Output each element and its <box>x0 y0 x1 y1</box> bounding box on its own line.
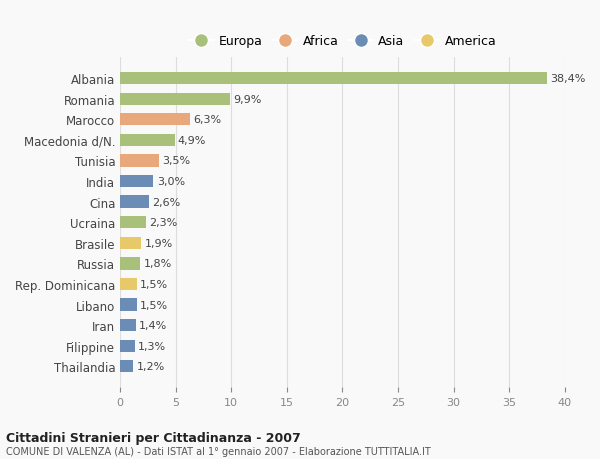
Text: 38,4%: 38,4% <box>550 74 586 84</box>
Bar <box>120 73 547 85</box>
Bar <box>120 217 146 229</box>
Text: Cittadini Stranieri per Cittadinanza - 2007: Cittadini Stranieri per Cittadinanza - 2… <box>6 431 301 444</box>
Bar <box>120 278 137 291</box>
Bar <box>120 299 137 311</box>
Bar <box>120 257 140 270</box>
Text: COMUNE DI VALENZA (AL) - Dati ISTAT al 1° gennaio 2007 - Elaborazione TUTTITALIA: COMUNE DI VALENZA (AL) - Dati ISTAT al 1… <box>6 447 431 456</box>
Text: 1,8%: 1,8% <box>143 259 172 269</box>
Legend: Europa, Africa, Asia, America: Europa, Africa, Asia, America <box>185 31 500 51</box>
Bar <box>120 196 149 208</box>
Bar <box>120 93 230 106</box>
Bar <box>120 360 133 373</box>
Text: 2,3%: 2,3% <box>149 218 177 228</box>
Text: 1,5%: 1,5% <box>140 300 168 310</box>
Bar <box>120 134 175 147</box>
Bar <box>120 237 141 249</box>
Bar <box>120 114 190 126</box>
Text: 4,9%: 4,9% <box>178 135 206 146</box>
Text: 9,9%: 9,9% <box>233 95 262 105</box>
Text: 1,9%: 1,9% <box>145 238 173 248</box>
Text: 1,4%: 1,4% <box>139 320 167 330</box>
Text: 1,5%: 1,5% <box>140 280 168 289</box>
Text: 3,0%: 3,0% <box>157 177 185 187</box>
Bar <box>120 319 136 331</box>
Bar <box>120 155 159 167</box>
Text: 1,2%: 1,2% <box>137 362 165 371</box>
Bar <box>120 175 154 188</box>
Text: 1,3%: 1,3% <box>138 341 166 351</box>
Text: 6,3%: 6,3% <box>193 115 221 125</box>
Text: 2,6%: 2,6% <box>152 197 181 207</box>
Bar <box>120 340 134 352</box>
Text: 3,5%: 3,5% <box>163 156 190 166</box>
